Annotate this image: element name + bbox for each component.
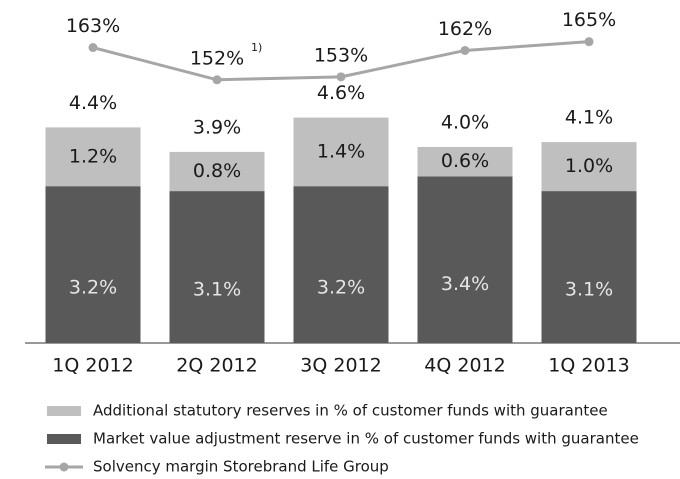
line-point bbox=[212, 75, 222, 85]
line-value-label: 152% bbox=[190, 47, 244, 69]
x-tick-label: 2Q 2012 bbox=[176, 355, 257, 377]
total-label: 4.6% bbox=[317, 82, 365, 104]
x-tick-label: 1Q 2012 bbox=[52, 355, 133, 377]
bar-value-label: 3.2% bbox=[317, 277, 365, 299]
legend-swatch bbox=[47, 434, 81, 444]
bar-segment bbox=[541, 191, 637, 343]
line-point bbox=[336, 72, 346, 82]
total-label: 3.9% bbox=[193, 116, 241, 138]
bar-value-label: 1.0% bbox=[565, 155, 613, 177]
bar-value-label: 3.2% bbox=[69, 277, 117, 299]
legend-label: Market value adjustment reserve in % of … bbox=[93, 430, 639, 448]
line-point bbox=[88, 43, 98, 53]
bar-segment bbox=[417, 176, 513, 343]
bar-segment bbox=[417, 147, 513, 177]
total-label: 4.4% bbox=[69, 92, 117, 114]
bar-value-label: 3.4% bbox=[441, 273, 489, 295]
x-tick-label: 4Q 2012 bbox=[424, 355, 505, 377]
legend-label: Solvency margin Storebrand Life Group bbox=[93, 458, 389, 476]
line-value-label: 165% bbox=[562, 9, 616, 31]
x-tick-label: 1Q 2013 bbox=[548, 355, 629, 377]
legend-label: Additional statutory reserves in % of cu… bbox=[93, 402, 608, 420]
bar-segment bbox=[45, 127, 141, 187]
bar-segment bbox=[541, 142, 637, 192]
legend-swatch bbox=[47, 406, 81, 416]
total-label: 4.1% bbox=[565, 107, 613, 129]
bar-value-label: 1.4% bbox=[317, 140, 365, 162]
bar-value-label: 3.1% bbox=[193, 278, 241, 300]
bar-value-label: 3.1% bbox=[565, 278, 613, 300]
footnote-marker: 1) bbox=[251, 41, 262, 54]
line-value-label: 163% bbox=[66, 15, 120, 37]
line-point bbox=[584, 37, 594, 47]
total-label: 4.0% bbox=[441, 112, 489, 134]
line-point bbox=[460, 45, 470, 55]
line-value-label: 153% bbox=[314, 44, 368, 66]
bar-segment bbox=[293, 117, 389, 187]
bar-value-label: 0.6% bbox=[441, 150, 489, 172]
line-value-label: 162% bbox=[438, 18, 492, 40]
x-tick-label: 3Q 2012 bbox=[300, 355, 381, 377]
bar-value-label: 1.2% bbox=[69, 145, 117, 167]
bar-value-label: 0.8% bbox=[193, 160, 241, 182]
bar-segment bbox=[169, 191, 265, 343]
bar-segment bbox=[169, 151, 265, 192]
legend-marker bbox=[59, 462, 69, 472]
bar-segment bbox=[45, 186, 141, 343]
bar-segment bbox=[293, 186, 389, 343]
